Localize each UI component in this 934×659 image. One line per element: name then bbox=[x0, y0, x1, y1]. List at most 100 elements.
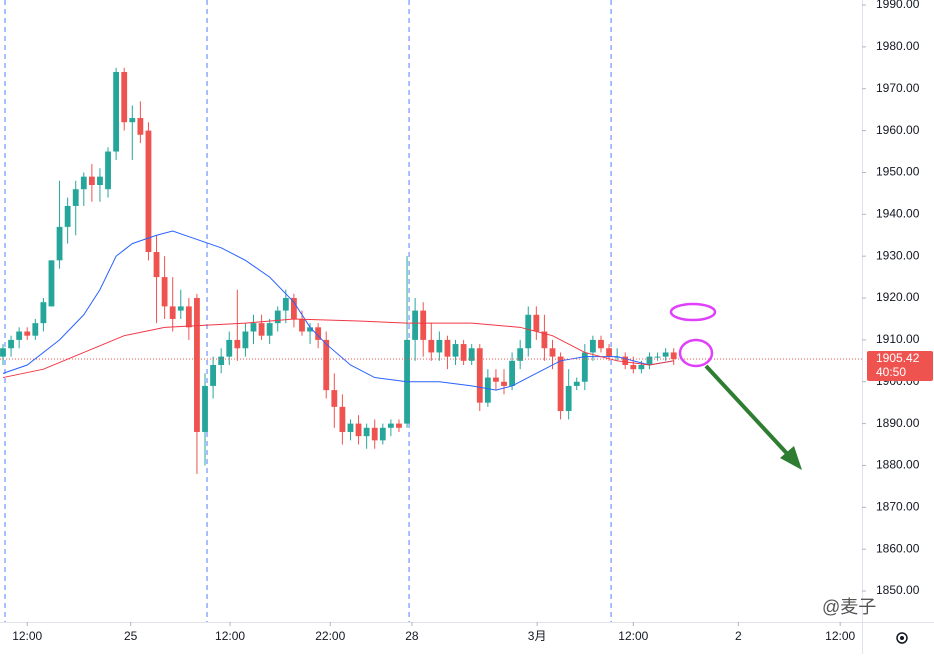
candle-body bbox=[363, 427, 370, 437]
candle-body bbox=[177, 306, 184, 311]
candle-body bbox=[396, 423, 402, 428]
candle-body bbox=[355, 423, 362, 437]
candle-body bbox=[299, 318, 305, 332]
candle-body bbox=[533, 314, 540, 332]
candle-body bbox=[646, 356, 653, 365]
candle-body bbox=[105, 151, 111, 190]
candle-body bbox=[670, 352, 677, 360]
candle-body bbox=[113, 71, 120, 152]
candle-body bbox=[185, 306, 192, 328]
arrow-head bbox=[780, 446, 802, 470]
y-tick-label: 1860.00 bbox=[876, 541, 920, 555]
x-tick-label: 12:00 bbox=[618, 629, 648, 643]
candle-body bbox=[202, 385, 208, 432]
candle-body bbox=[218, 356, 225, 365]
y-tick-label: 1880.00 bbox=[876, 458, 920, 472]
candle-body bbox=[598, 339, 604, 349]
candle-body bbox=[40, 302, 47, 324]
y-tick-label: 1890.00 bbox=[876, 416, 920, 430]
y-tick-label: 1940.00 bbox=[876, 206, 920, 220]
candle-body bbox=[565, 385, 572, 412]
candle-body bbox=[266, 323, 273, 336]
annotation-ellipse bbox=[678, 338, 714, 368]
candle-body bbox=[153, 251, 160, 278]
x-tick-label: 12:00 bbox=[12, 629, 42, 643]
y-tick-label: 1980.00 bbox=[876, 39, 920, 53]
candle-body bbox=[274, 310, 281, 324]
gear[interactable] bbox=[896, 632, 908, 644]
candle-body bbox=[549, 348, 556, 357]
x-tick-label: 2 bbox=[735, 629, 742, 643]
x-tick-label: 3月 bbox=[528, 629, 547, 643]
candle-body bbox=[250, 323, 257, 332]
y-tick-label: 1960.00 bbox=[876, 123, 920, 137]
candle-body bbox=[282, 298, 289, 311]
candle-body bbox=[606, 348, 612, 357]
candle-body bbox=[24, 331, 31, 336]
y-tick-label: 1990.00 bbox=[876, 0, 920, 11]
candle-body bbox=[121, 71, 128, 123]
candle-body bbox=[541, 331, 548, 349]
last-price-label: 1905.42 bbox=[876, 351, 920, 365]
candle-body bbox=[662, 352, 669, 357]
candle-body bbox=[290, 298, 297, 319]
candle-body bbox=[8, 339, 14, 349]
candle-body bbox=[493, 377, 499, 382]
candle-body bbox=[0, 348, 6, 357]
candle-body bbox=[468, 348, 475, 361]
last-price-box bbox=[867, 351, 933, 382]
candle-body bbox=[525, 314, 532, 349]
candle-body bbox=[428, 339, 435, 353]
candle-body bbox=[509, 360, 516, 386]
candle-body bbox=[557, 356, 564, 412]
y-tick-label: 1930.00 bbox=[876, 248, 920, 262]
candle-body bbox=[630, 364, 637, 370]
candle-body bbox=[88, 176, 95, 186]
y-tick-label: 1870.00 bbox=[876, 499, 920, 513]
candle-body bbox=[589, 339, 596, 353]
candle-body bbox=[452, 344, 459, 357]
y-tick-label: 1920.00 bbox=[876, 290, 920, 304]
y-tick-label: 1850.00 bbox=[876, 583, 920, 597]
x-tick-label: 28 bbox=[405, 629, 419, 643]
countdown-label: 40:50 bbox=[876, 365, 906, 379]
candle-body bbox=[654, 356, 661, 358]
candle-body bbox=[517, 348, 524, 361]
candle-body bbox=[622, 356, 629, 365]
gear-center[interactable] bbox=[900, 636, 904, 640]
candle-body bbox=[16, 331, 23, 340]
candle-body bbox=[48, 260, 55, 307]
candle-body bbox=[242, 331, 249, 349]
candle-body bbox=[347, 423, 354, 432]
candle-body bbox=[444, 339, 451, 357]
candle-body bbox=[460, 344, 467, 361]
candle-body bbox=[226, 339, 233, 357]
candle-body bbox=[573, 381, 580, 386]
candle-body bbox=[258, 323, 265, 336]
y-tick-label: 1950.00 bbox=[876, 165, 920, 179]
candle-body bbox=[436, 339, 443, 353]
settings-icon[interactable] bbox=[896, 632, 908, 644]
candle-body bbox=[387, 423, 394, 428]
candle-body bbox=[339, 406, 346, 432]
candle-body bbox=[161, 277, 168, 307]
candle-body bbox=[412, 310, 419, 340]
candle-body bbox=[420, 310, 427, 340]
candle-body bbox=[323, 339, 330, 391]
candle-body bbox=[501, 381, 507, 386]
x-tick-label: 25 bbox=[124, 629, 138, 643]
candle-body bbox=[32, 323, 39, 336]
candle-body bbox=[72, 189, 79, 206]
plot-area: 1850.001860.001870.001880.001890.001900.… bbox=[0, 0, 920, 643]
candle-body bbox=[331, 390, 338, 407]
candle-body bbox=[315, 327, 322, 340]
x-tick-label: 22:00 bbox=[315, 629, 345, 643]
watermark: @麦子 bbox=[822, 597, 876, 617]
y-tick-label: 1910.00 bbox=[876, 332, 920, 346]
candle-body bbox=[638, 364, 645, 370]
annotation-arrow bbox=[704, 364, 795, 462]
x-tick-label: 12:00 bbox=[825, 629, 855, 643]
candle-body bbox=[371, 427, 378, 441]
